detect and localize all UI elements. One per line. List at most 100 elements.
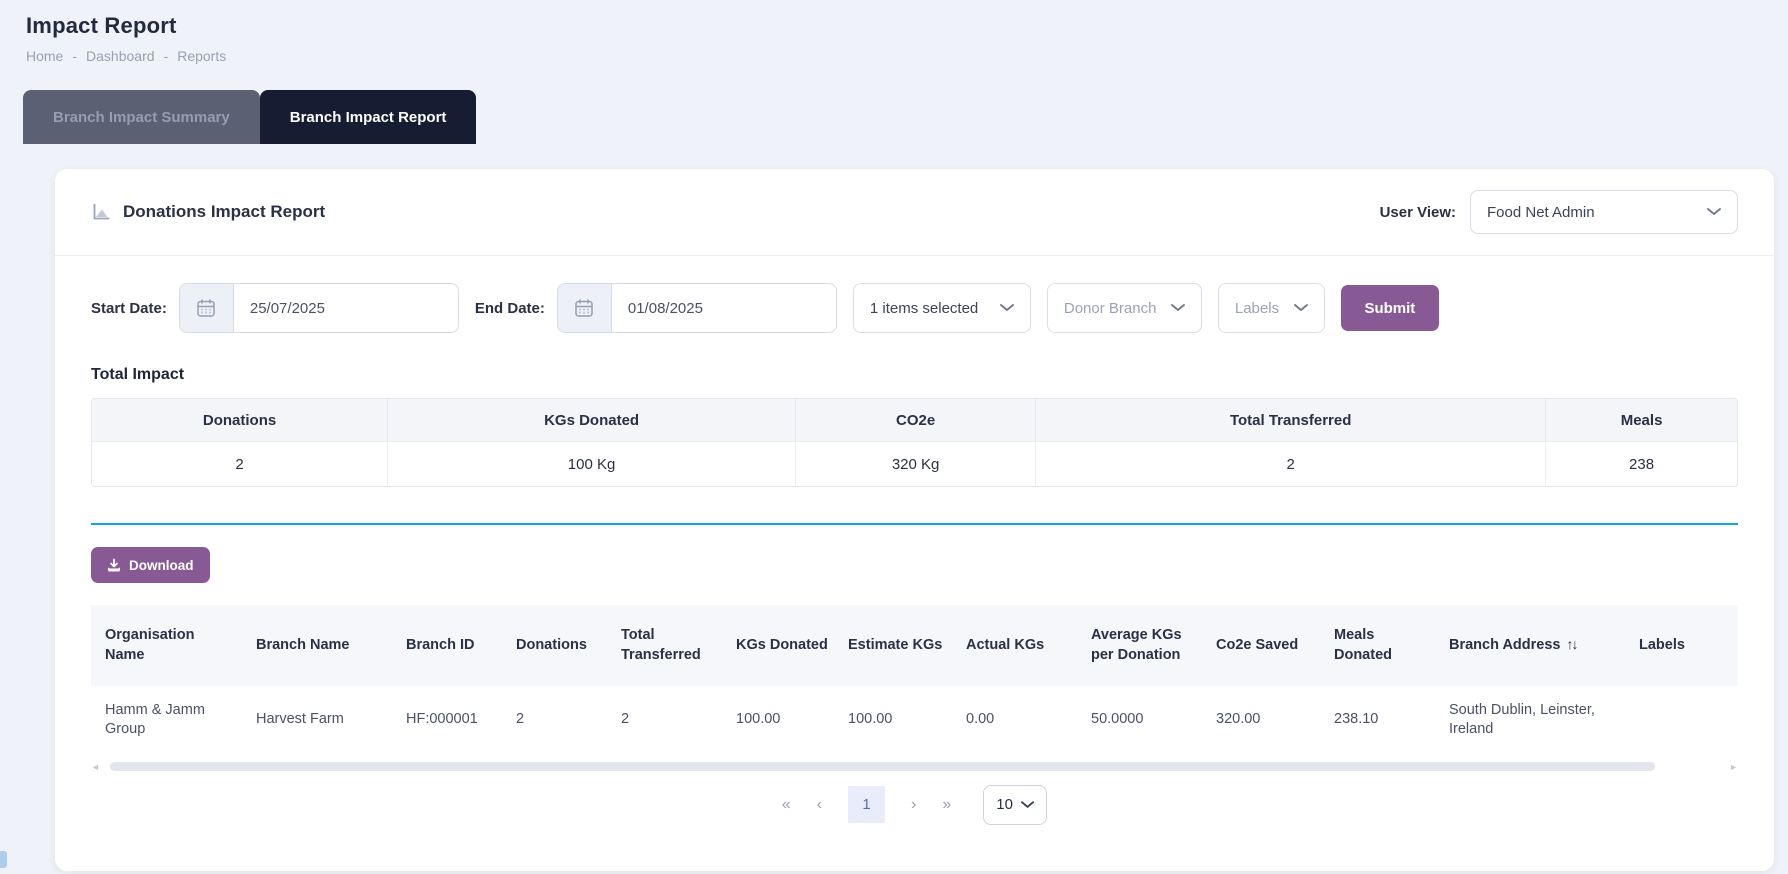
chevron-down-icon <box>1707 208 1721 216</box>
card-title: Donations Impact Report <box>123 202 326 221</box>
breadcrumb-home[interactable]: Home <box>26 48 64 64</box>
user-view-value: Food Net Admin <box>1487 203 1595 221</box>
pagination-current-page[interactable]: 1 <box>848 786 885 824</box>
cell-kgs-donated: 100.00 <box>726 685 838 755</box>
col-meals-donated: Meals Donated <box>1324 605 1439 686</box>
breadcrumb: Home - Dashboard - Reports <box>26 48 1788 64</box>
branches-multiselect[interactable]: 1 items selected <box>852 283 1031 333</box>
cell-branch-id: HF:000001 <box>396 685 506 755</box>
table-row: Hamm & Jamm Group Harvest Farm HF:000001… <box>91 685 1738 755</box>
col-branch-name: Branch Name <box>246 605 396 686</box>
end-date-label: End Date: <box>474 299 545 317</box>
pagination-first-button[interactable]: « <box>781 795 791 813</box>
download-icon <box>107 558 121 572</box>
area-chart-icon <box>91 202 111 222</box>
cell-branch-address: South Dublin, Leinster, Ireland <box>1439 685 1629 755</box>
summary-col-meals: Meals <box>1546 399 1737 442</box>
col-kgs-donated: KGs Donated <box>726 605 838 686</box>
calendar-icon[interactable] <box>179 284 234 332</box>
report-table: Organisation Name Branch Name Branch ID … <box>91 605 1738 755</box>
cell-co2e-saved: 320.00 <box>1206 685 1324 755</box>
tab-branch-impact-summary[interactable]: Branch Impact Summary <box>23 90 260 144</box>
report-header-row: Organisation Name Branch Name Branch ID … <box>91 605 1738 686</box>
filter-bar: Start Date: End Date: <box>55 256 1774 333</box>
pagination-prev-button[interactable]: ‹ <box>816 795 822 813</box>
donor-branch-placeholder: Donor Branch <box>1063 299 1157 317</box>
cell-labels <box>1629 685 1738 755</box>
col-donations: Donations <box>506 605 611 686</box>
col-labels: Labels <box>1629 605 1738 686</box>
cell-meals-donated: 238.10 <box>1324 685 1439 755</box>
summary-value-kgs-donated: 100 Kg <box>388 442 797 486</box>
window-edge-artifact <box>0 851 7 868</box>
breadcrumb-separator: - <box>72 48 78 64</box>
chevron-down-icon <box>999 304 1014 312</box>
cell-total-transferred: 2 <box>611 685 726 755</box>
page-title: Impact Report <box>26 13 177 38</box>
chevron-down-icon <box>1293 304 1308 312</box>
page-size-select[interactable]: 10 <box>983 784 1048 825</box>
user-view-select[interactable]: Food Net Admin <box>1470 190 1738 234</box>
summary-value-co2e: 320 Kg <box>796 442 1037 486</box>
pagination-last-button[interactable]: » <box>942 795 952 813</box>
user-view-label: User View: <box>1379 203 1456 221</box>
page-header: Impact Report Home - Dashboard - Reports <box>0 0 1788 64</box>
col-average-kgs-per-donation: Average KGs per Donation <box>1081 605 1206 686</box>
summary-value-donations: 2 <box>92 442 389 486</box>
summary-values-row: 2 100 Kg 320 Kg 2 238 <box>92 442 1737 486</box>
breadcrumb-separator: - <box>163 48 169 64</box>
chevron-down-icon <box>1021 801 1035 809</box>
report-tabs: Branch Impact Summary Branch Impact Repo… <box>23 90 1788 144</box>
labels-select[interactable]: Labels <box>1217 283 1325 333</box>
summary-value-meals: 238 <box>1546 442 1737 486</box>
start-date-group <box>178 283 459 333</box>
cell-average-kgs-per-donation: 50.0000 <box>1081 685 1206 755</box>
total-impact-title: Total Impact <box>91 366 185 383</box>
calendar-icon[interactable] <box>557 284 612 332</box>
sort-icon[interactable]: ↑↓ <box>1566 636 1578 653</box>
col-estimate-kgs: Estimate KGs <box>838 605 956 686</box>
cell-donations: 2 <box>506 685 611 755</box>
summary-col-donations: Donations <box>92 399 389 442</box>
summary-col-co2e: CO2e <box>796 399 1037 442</box>
col-actual-kgs: Actual KGs <box>956 605 1081 686</box>
summary-col-kgs-donated: KGs Donated <box>388 399 797 442</box>
report-table-wrap: Organisation Name Branch Name Branch ID … <box>91 605 1738 755</box>
report-card: Donations Impact Report User View: Food … <box>55 169 1774 871</box>
cell-actual-kgs: 0.00 <box>956 685 1081 755</box>
tab-branch-impact-report[interactable]: Branch Impact Report <box>259 90 477 144</box>
summary-value-total-transferred: 2 <box>1036 442 1547 486</box>
scrollbar-track[interactable] <box>109 762 1719 772</box>
scrollbar-thumb[interactable] <box>109 762 1655 772</box>
download-label: Download <box>129 557 194 573</box>
section-divider <box>91 523 1738 525</box>
download-button[interactable]: Download <box>91 547 210 583</box>
card-header: Donations Impact Report User View: Food … <box>55 169 1774 256</box>
donor-branch-select[interactable]: Donor Branch <box>1046 283 1202 333</box>
cell-estimate-kgs: 100.00 <box>838 685 956 755</box>
breadcrumb-reports[interactable]: Reports <box>177 48 227 64</box>
branches-selected-value: 1 items selected <box>869 299 979 317</box>
col-branch-address[interactable]: Branch Address ↑↓ <box>1439 605 1629 686</box>
start-date-input[interactable] <box>233 284 458 332</box>
end-date-input[interactable] <box>611 284 836 332</box>
col-co2e-saved: Co2e Saved <box>1206 605 1324 686</box>
labels-placeholder: Labels <box>1234 299 1280 317</box>
breadcrumb-dashboard[interactable]: Dashboard <box>86 48 155 64</box>
scroll-left-icon[interactable]: ◄ <box>91 761 100 772</box>
start-date-label: Start Date: <box>91 299 167 317</box>
pagination-next-button[interactable]: › <box>911 795 917 813</box>
chevron-down-icon <box>1170 304 1185 312</box>
col-total-transferred: Total Transferred <box>611 605 726 686</box>
summary-col-total-transferred: Total Transferred <box>1036 399 1547 442</box>
col-branch-id: Branch ID <box>396 605 506 686</box>
cell-organisation-name: Hamm & Jamm Group <box>91 685 246 755</box>
total-impact-section: Total Impact Donations KGs Donated CO2e … <box>55 366 1774 487</box>
scroll-right-icon[interactable]: ► <box>1729 761 1738 772</box>
pagination: « ‹ 1 › » 10 <box>55 784 1774 825</box>
end-date-group <box>556 283 837 333</box>
submit-button[interactable]: Submit <box>1340 285 1439 331</box>
page-size-value: 10 <box>996 796 1013 814</box>
cell-branch-name: Harvest Farm <box>246 685 396 755</box>
col-organisation-name: Organisation Name <box>91 605 246 686</box>
